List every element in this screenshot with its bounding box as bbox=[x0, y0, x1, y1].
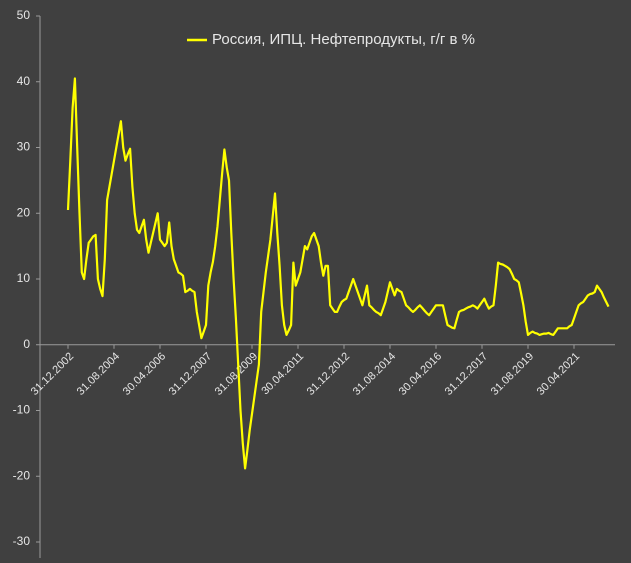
legend-label: Россия, ИПЦ. Нефтепродукты, г/г в % bbox=[212, 31, 475, 48]
y-tick-label: 20 bbox=[17, 205, 31, 219]
x-tick-label: 31.12.2012 bbox=[305, 350, 352, 397]
x-tick-label: 30.04.2016 bbox=[397, 350, 444, 397]
y-tick-label: 40 bbox=[17, 74, 31, 88]
y-tick-label: 0 bbox=[23, 337, 30, 351]
x-tick-label: 31.08.2014 bbox=[351, 350, 398, 397]
y-tick-label: 50 bbox=[17, 8, 31, 22]
y-tick-label: 10 bbox=[17, 271, 31, 285]
y-tick-label: 30 bbox=[17, 140, 31, 154]
x-tick-label: 31.08.2009 bbox=[213, 350, 260, 397]
y-tick-label: -20 bbox=[13, 468, 31, 482]
x-tick-label: 31.08.2019 bbox=[489, 350, 536, 397]
x-tick-label: 30.04.2006 bbox=[121, 350, 168, 397]
y-tick-label: -10 bbox=[13, 403, 31, 417]
y-tick-label: -30 bbox=[13, 534, 31, 548]
x-tick-label: 31.08.2004 bbox=[75, 350, 122, 397]
x-tick-label: 31.12.2007 bbox=[167, 350, 214, 397]
x-tick-label: 31.12.2017 bbox=[443, 350, 490, 397]
x-tick-label: 30.04.2011 bbox=[259, 350, 306, 397]
series-line bbox=[66, 77, 610, 470]
x-tick-label: 30.04.2021 bbox=[535, 350, 582, 397]
x-tick-label: 31.12.2002 bbox=[29, 350, 76, 397]
